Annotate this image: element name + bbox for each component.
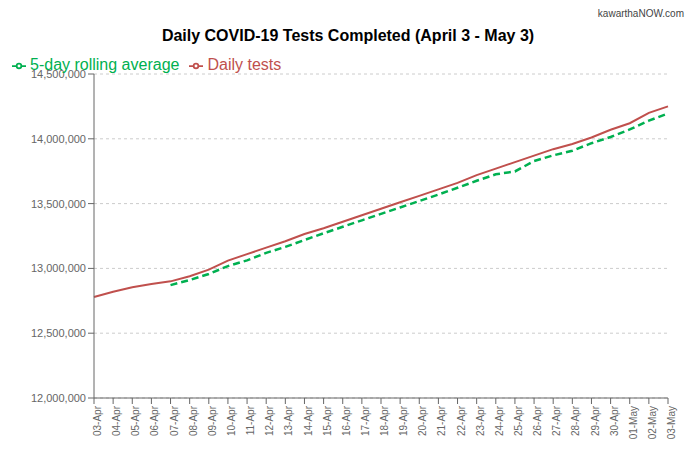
svg-text:15-Apr: 15-Apr bbox=[322, 405, 333, 436]
svg-text:26-Apr: 26-Apr bbox=[532, 405, 543, 436]
svg-text:23-Apr: 23-Apr bbox=[475, 405, 486, 436]
svg-text:12-Apr: 12-Apr bbox=[264, 405, 275, 436]
svg-text:20-Apr: 20-Apr bbox=[417, 405, 428, 436]
svg-text:03-May: 03-May bbox=[666, 406, 677, 439]
svg-text:29-Apr: 29-Apr bbox=[590, 405, 601, 436]
svg-text:21-Apr: 21-Apr bbox=[437, 405, 448, 436]
svg-text:13,000,000: 13,000,000 bbox=[31, 262, 86, 274]
svg-text:14-Apr: 14-Apr bbox=[303, 405, 314, 436]
svg-text:14,500,000: 14,500,000 bbox=[31, 68, 86, 80]
svg-text:24-Apr: 24-Apr bbox=[494, 405, 505, 436]
svg-text:18-Apr: 18-Apr bbox=[379, 405, 390, 436]
svg-text:11-Apr: 11-Apr bbox=[245, 405, 256, 435]
svg-text:04-Apr: 04-Apr bbox=[111, 405, 122, 436]
svg-text:13,500,000: 13,500,000 bbox=[31, 198, 86, 210]
svg-text:27-Apr: 27-Apr bbox=[551, 405, 562, 436]
svg-text:25-Apr: 25-Apr bbox=[513, 405, 524, 436]
svg-text:06-Apr: 06-Apr bbox=[150, 405, 161, 436]
svg-text:03-Apr: 03-Apr bbox=[92, 405, 103, 436]
svg-text:22-Apr: 22-Apr bbox=[456, 405, 467, 436]
svg-text:12,000,000: 12,000,000 bbox=[31, 392, 86, 404]
svg-text:12,500,000: 12,500,000 bbox=[31, 327, 86, 339]
svg-text:07-Apr: 07-Apr bbox=[169, 405, 180, 436]
svg-text:01-May: 01-May bbox=[628, 406, 639, 439]
svg-text:17-Apr: 17-Apr bbox=[360, 405, 371, 436]
svg-text:09-Apr: 09-Apr bbox=[207, 405, 218, 436]
svg-text:05-Apr: 05-Apr bbox=[130, 405, 141, 436]
svg-text:10-Apr: 10-Apr bbox=[226, 405, 237, 436]
svg-text:19-Apr: 19-Apr bbox=[398, 405, 409, 436]
svg-text:02-May: 02-May bbox=[647, 406, 658, 439]
svg-text:13-Apr: 13-Apr bbox=[283, 405, 294, 436]
svg-text:30-Apr: 30-Apr bbox=[609, 405, 620, 436]
svg-text:08-Apr: 08-Apr bbox=[188, 405, 199, 436]
svg-text:14,000,000: 14,000,000 bbox=[31, 133, 86, 145]
svg-text:28-Apr: 28-Apr bbox=[570, 405, 581, 436]
svg-text:16-Apr: 16-Apr bbox=[341, 405, 352, 436]
